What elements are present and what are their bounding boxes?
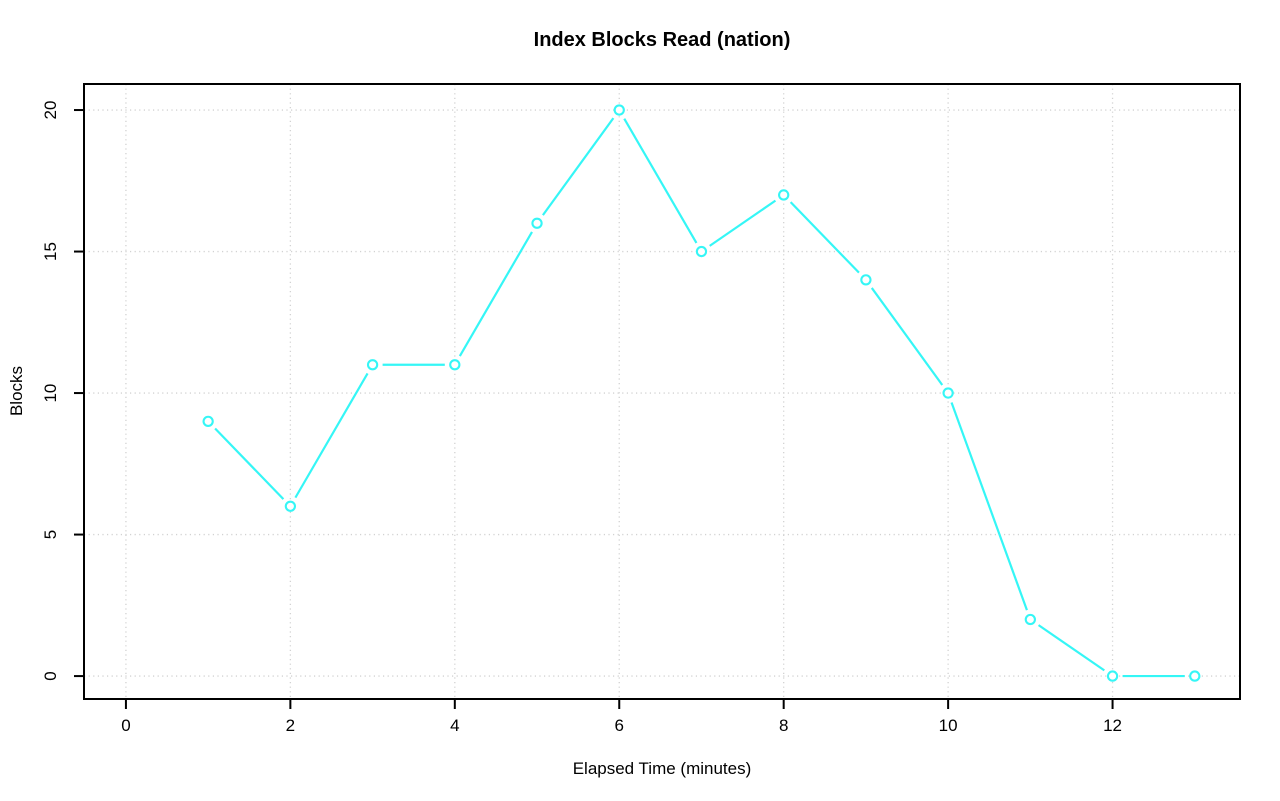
data-point xyxy=(778,189,790,201)
y-axis-title: Blocks xyxy=(7,365,26,417)
data-point xyxy=(1189,670,1201,682)
data-point xyxy=(860,274,872,286)
data-point xyxy=(449,359,461,371)
data-point xyxy=(1024,613,1036,626)
series-line-segment xyxy=(950,402,1028,611)
series-line-segment xyxy=(623,118,698,244)
data-point xyxy=(366,359,379,371)
x-tick-label: 10 xyxy=(939,716,958,735)
x-tick-label: 12 xyxy=(1103,716,1122,735)
y-tick-label: 0 xyxy=(41,671,60,680)
y-tick-label: 10 xyxy=(41,384,60,403)
series-line-segment xyxy=(214,427,285,500)
x-tick-label: 6 xyxy=(615,716,624,735)
x-tick-label: 8 xyxy=(779,716,788,735)
series-points xyxy=(202,104,1201,682)
series-line-segment xyxy=(1037,624,1105,672)
data-point xyxy=(531,217,543,229)
series-line-segment xyxy=(542,117,615,216)
y-tick-label: 5 xyxy=(41,530,60,539)
y-tick-label: 15 xyxy=(41,242,60,261)
data-point xyxy=(942,387,954,399)
data-point xyxy=(695,245,708,258)
x-tick-label: 0 xyxy=(121,716,130,735)
data-point xyxy=(284,500,297,512)
plot-border xyxy=(83,83,1241,700)
data-point xyxy=(202,415,214,428)
series-line xyxy=(214,117,1185,678)
axis-ticks: 0 2 4 6 8 10 12 0 5 10 15 20 xyxy=(41,101,1122,735)
data-point xyxy=(1106,670,1119,682)
x-tick-label: 2 xyxy=(286,716,295,735)
x-tick-label: 4 xyxy=(450,716,459,735)
y-tick-label: 20 xyxy=(41,101,60,120)
chart-title: Index Blocks Read (nation) xyxy=(533,29,791,51)
series-line-segment xyxy=(709,199,777,247)
data-point xyxy=(613,104,625,116)
grid-lines xyxy=(84,84,1240,699)
series-line-segment xyxy=(458,231,533,357)
series-line-segment xyxy=(870,287,944,386)
series-line-segment xyxy=(294,372,369,499)
x-axis-title: Elapsed Time (minutes) xyxy=(572,759,752,778)
series-line-segment xyxy=(789,201,860,274)
